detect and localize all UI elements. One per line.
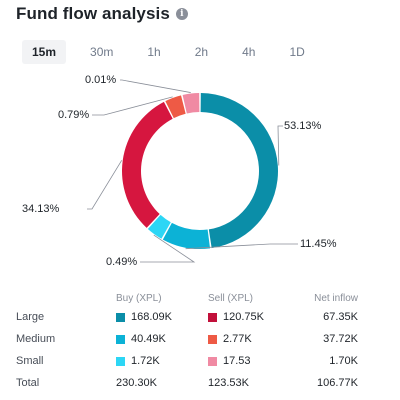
table-row: Small 1.72K 17.53 1.70K [16,350,358,372]
sell-total: 123.53K [208,377,249,389]
table-row: Large 168.09K 120.75K 67.35K [16,306,358,328]
slice-small-buy[interactable] [147,214,171,239]
net-value: 37.72K [323,333,358,345]
leader-line [120,79,191,93]
leader-line [185,243,298,250]
table-header: Buy (XPL) Sell (XPL) Net inflow [16,290,358,306]
table-row-total: Total 230.30K 123.53K 106.77K [16,372,358,394]
row-label: Total [16,377,40,389]
slice-medium-buy[interactable] [162,222,211,249]
fund-flow-donut-chart: 53.13% 11.45% 0.49% 34.13% 0.79% 0.01% [0,70,400,280]
header-sell: Sell (XPL) [208,292,254,304]
buy-total: 230.30K [116,377,157,389]
table-row: Medium 40.49K 2.77K 37.72K [16,328,358,350]
leader-line [92,96,173,116]
net-total: 106.77K [317,377,358,389]
legend-swatch [208,356,217,366]
row-label: Medium [16,333,56,345]
header-buy: Buy (XPL) [116,292,162,304]
buy-value: 40.49K [131,333,166,345]
buy-value: 168.09K [131,311,172,323]
legend-swatch [208,312,217,322]
tab-1h[interactable]: 1h [147,45,161,59]
slice-large-buy[interactable] [200,93,278,249]
slice-small-sell[interactable] [182,93,200,114]
slice-label-small-buy: 0.49% [106,256,137,268]
buy-value: 1.72K [131,355,160,367]
row-label: Large [16,311,45,323]
net-value: 67.35K [323,311,358,323]
legend-swatch [208,334,217,344]
legend-swatch [116,356,125,366]
sell-value: 2.77K [223,333,252,345]
legend-swatch [116,334,125,344]
slice-medium-sell[interactable] [165,95,186,119]
legend-swatch [116,312,125,322]
slice-label-large-sell: 34.13% [22,203,60,215]
leader-line [140,234,196,263]
slice-label-large-buy: 53.13% [284,120,322,132]
tab-2h[interactable]: 2h [194,45,209,59]
fund-flow-table: Buy (XPL) Sell (XPL) Net inflow Large 16… [16,290,358,394]
sell-value: 17.53 [223,355,251,367]
sell-value: 120.75K [223,311,264,323]
tab-4h[interactable]: 4h [242,45,256,59]
donut-svg: 53.13% 11.45% 0.49% 34.13% 0.79% 0.01% [22,74,337,268]
slice-label-medium-sell: 0.79% [58,109,89,121]
timeframe-tabs: 15m 30m 1h 2h 4h 1D [22,40,329,64]
tab-1d[interactable]: 1D [289,45,305,59]
slice-large-sell[interactable] [122,101,173,228]
leader-line [87,160,123,210]
slice-label-medium-buy: 11.45% [300,238,337,250]
row-label: Small [16,355,44,367]
header-net: Net inflow [314,292,358,304]
tab-15m[interactable]: 15m [22,40,67,64]
page-title: Fund flow analysis [16,4,170,23]
info-icon[interactable]: i [175,8,188,20]
slice-label-small-sell: 0.01% [85,74,116,86]
net-value: 1.70K [329,355,358,367]
leader-line [277,125,283,166]
header: Fund flow analysis i [16,4,188,24]
tab-30m[interactable]: 30m [90,45,114,59]
